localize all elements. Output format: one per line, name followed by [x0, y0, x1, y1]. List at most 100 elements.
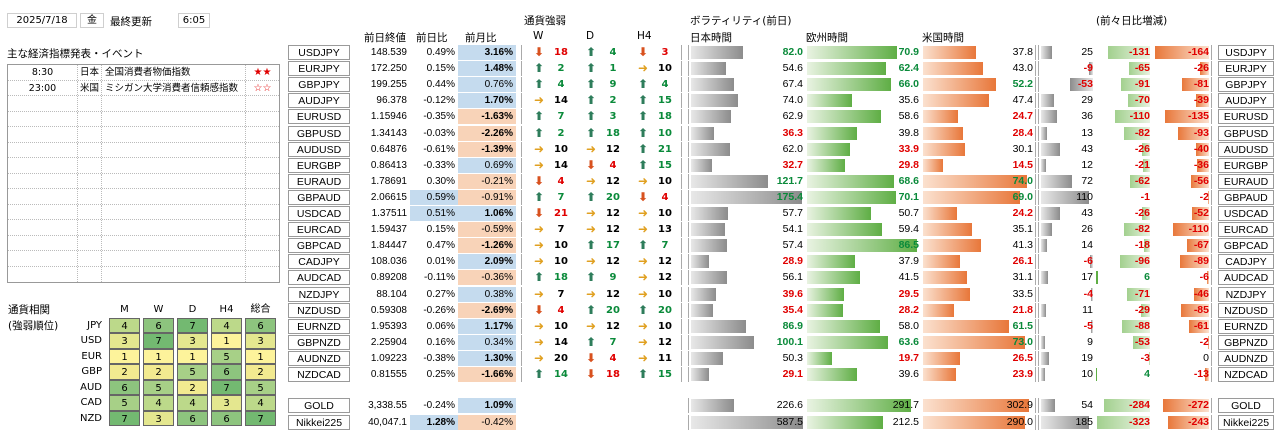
pair-label[interactable]: USDCAD	[288, 206, 350, 221]
pair-label[interactable]: EURUSD	[288, 109, 350, 125]
pair-label-right[interactable]: AUDJPY	[1218, 93, 1274, 109]
pair-label[interactable]: USDJPY	[288, 45, 350, 60]
pair-label[interactable]: EURCAD	[288, 222, 350, 238]
pair-label-right[interactable]: Nikkei225	[1218, 414, 1274, 430]
pair-label-right[interactable]: GBPNZD	[1218, 334, 1274, 350]
us-vol-value: 35.1	[1012, 223, 1033, 236]
pair-label[interactable]: GBPAUD	[288, 189, 350, 205]
pair-label-right[interactable]: NZDUSD	[1218, 302, 1274, 318]
pair-label[interactable]: GOLD	[288, 398, 350, 413]
col-prev-close: 前日終値	[364, 32, 406, 44]
event-name	[102, 158, 246, 173]
eu-change-value: -96	[1134, 255, 1150, 268]
pair-label[interactable]: AUDJPY	[288, 93, 350, 109]
pair-label[interactable]: GBPUSD	[288, 125, 350, 141]
eu-change-bar	[1120, 255, 1150, 269]
us-vol-bar	[923, 239, 981, 253]
pair-label[interactable]: NZDUSD	[288, 302, 350, 318]
pair-label-right[interactable]: GOLD	[1218, 398, 1274, 413]
corr-currency: USD	[80, 335, 102, 346]
pair-label-right[interactable]: USDCAD	[1218, 206, 1274, 221]
table-row: EURNZD 1.95393 0.06% 1.17% ➜ 10 ➜ 12 ➜ 10 86.9 58.0…	[0, 318, 1282, 334]
corr-header: W	[153, 304, 164, 315]
event-time	[8, 111, 78, 126]
event-country	[78, 204, 102, 219]
up-arrow-icon: ⬆	[533, 61, 545, 76]
pair-label[interactable]: CADJPY	[288, 254, 350, 270]
down-arrow-icon: ⬇	[533, 45, 545, 59]
event-name	[102, 220, 246, 235]
prev-close: 1.59437	[370, 224, 407, 236]
pair-label-right[interactable]: AUDUSD	[1218, 141, 1274, 157]
day-change: 0.49%	[426, 47, 455, 58]
pair-label[interactable]: NZDJPY	[288, 286, 350, 302]
pair-label-right[interactable]: GBPJPY	[1218, 77, 1274, 93]
event-country	[78, 127, 102, 142]
pair-label[interactable]: GBPNZD	[288, 334, 350, 350]
corr-currency: AUD	[80, 381, 102, 393]
pair-label[interactable]: EURJPY	[288, 61, 350, 77]
event-name: ミシガン大学消費者信頼感指数	[102, 80, 246, 95]
jp-vol-value: 28.9	[782, 255, 803, 268]
pair-label-right[interactable]: EURCAD	[1218, 222, 1274, 238]
pair-label[interactable]: Nikkei225	[288, 414, 350, 430]
event-name	[102, 96, 246, 111]
pair-label[interactable]: AUDCAD	[288, 270, 350, 286]
strength-rank: 12	[658, 256, 672, 268]
pair-label[interactable]: EURAUD	[288, 173, 350, 189]
pair-label-right[interactable]: GBPUSD	[1218, 125, 1274, 141]
corr-cell: 6	[177, 410, 208, 426]
pair-label-right[interactable]: EURGBP	[1218, 157, 1274, 173]
strength-block: ⬆ 2 ⬆ 18 ⬆ 10	[521, 125, 682, 141]
table-row: EURUSD 1.15946 -0.35% -1.63% ⬆ 7 ⬆ 3 ⬆ 18 62.9 58.6…	[0, 109, 1282, 125]
pair-label-right[interactable]: AUDCAD	[1218, 270, 1274, 286]
corr-cell: 6	[211, 364, 242, 380]
strength-rank: 10	[658, 288, 672, 300]
pair-label-right[interactable]: USDJPY	[1218, 45, 1274, 60]
pair-label[interactable]: NZDCAD	[288, 367, 350, 382]
jp-change-bar	[1041, 94, 1054, 108]
jp-change-bar	[1041, 126, 1047, 140]
us-change-bar	[1189, 319, 1209, 333]
strength-block: ⬇ 4 ➜ 12 ➜ 10	[521, 173, 682, 189]
event-row: 23:00 米国 ミシガン大学消費者信頼感指数 ☆☆	[8, 80, 279, 96]
pair-label[interactable]: AUDNZD	[288, 350, 350, 366]
event-stars: ☆☆	[253, 82, 272, 94]
day-change: -0.03%	[423, 127, 455, 139]
table-row: USDCAD 1.37511 0.51% 1.06% ⬇ 21 ➜ 12 ➜ 10 57.7 50.7…	[0, 206, 1282, 221]
pair-label-right[interactable]: NZDCAD	[1218, 367, 1274, 382]
pair-label-right[interactable]: GBPAUD	[1218, 189, 1274, 205]
pair-label-right[interactable]: AUDNZD	[1218, 350, 1274, 366]
vol-block: 29.1 39.6 23.9	[688, 367, 1036, 382]
strength-block: ➜ 14 ⬇ 4 ⬆ 15	[521, 157, 682, 173]
pair-label-right[interactable]: EURUSD	[1218, 109, 1274, 125]
pair-label[interactable]: GBPCAD	[288, 238, 350, 254]
strength-rank: 12	[658, 272, 672, 284]
flat-arrow-icon: ➜	[533, 334, 545, 349]
eu-change-value: -91	[1134, 78, 1150, 91]
us-change-bar	[1208, 335, 1209, 349]
jp-vol-bar	[691, 174, 768, 188]
eu-vol-bar	[807, 142, 850, 156]
pair-label[interactable]: GBPJPY	[288, 77, 350, 93]
strength-rank: 4	[609, 352, 617, 364]
pair-label-right[interactable]: GBPCAD	[1218, 238, 1274, 254]
pair-label[interactable]: EURGBP	[288, 157, 350, 173]
eu-change-bar	[1096, 368, 1097, 381]
eu-vol-value: 66.0	[898, 78, 919, 91]
pair-label-right[interactable]: NZDJPY	[1218, 286, 1274, 302]
month-change: -1.63%	[458, 109, 516, 125]
table-row: GBPAUD 2.06615 0.59% -0.91% ⬆ 7 ⬆ 20 ⬇ 4 175.4 70.1…	[0, 189, 1282, 205]
pair-label-right[interactable]: EURAUD	[1218, 173, 1274, 189]
up-arrow-icon: ⬆	[637, 302, 649, 317]
us-vol-value: 14.5	[1012, 158, 1033, 171]
corr-cell: 6	[211, 410, 242, 426]
pair-label[interactable]: AUDUSD	[288, 141, 350, 157]
day-change: 0.44%	[426, 79, 455, 91]
pair-label-right[interactable]: CADJPY	[1218, 254, 1274, 270]
corr-cell: 2	[177, 379, 208, 395]
pair-label-right[interactable]: EURNZD	[1218, 318, 1274, 334]
table-row: USDJPY 148.539 0.49% 3.16% ⬇ 18 ⬆ 4 ⬇ 3 82.0 70.9 37…	[0, 45, 1282, 60]
pair-label[interactable]: EURNZD	[288, 318, 350, 334]
pair-label-right[interactable]: EURJPY	[1218, 61, 1274, 77]
